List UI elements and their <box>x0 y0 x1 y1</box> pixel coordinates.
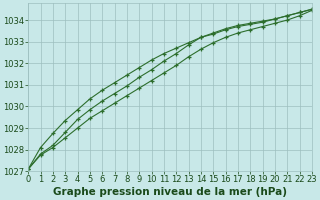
X-axis label: Graphe pression niveau de la mer (hPa): Graphe pression niveau de la mer (hPa) <box>53 187 287 197</box>
